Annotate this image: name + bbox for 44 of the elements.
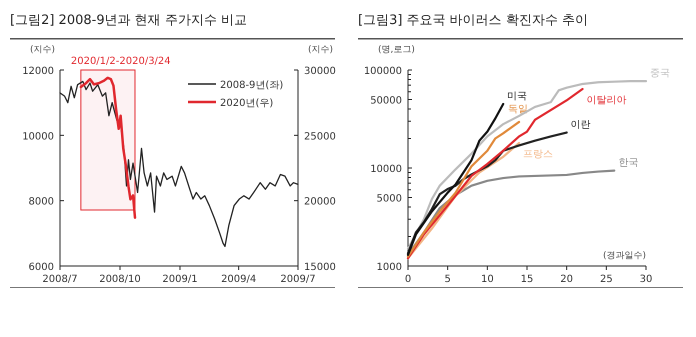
chart-title: [그림2] 2008-9년과 현재 주가지수 비교	[10, 13, 247, 28]
x-tick-label: 5	[444, 274, 451, 285]
y2-tick-label: 15000	[304, 262, 336, 273]
x-tick-label: 30	[640, 274, 652, 285]
y-axis-title: (지수)	[30, 45, 56, 55]
x-tick-label: 2009/7	[280, 274, 316, 285]
line-series	[406, 102, 504, 256]
series-label: 중국	[650, 68, 670, 80]
x-tick-label: 15	[520, 274, 534, 285]
y-tick-label: 50000	[370, 96, 402, 106]
x-tick-label: 2009/1	[162, 274, 198, 285]
y-tick-label: 100000	[364, 66, 402, 77]
x-tick-label: 2009/4	[221, 274, 256, 285]
series-label: 이탈리아	[586, 94, 627, 106]
x-tick-label: 20	[560, 274, 574, 285]
x-tick-label: 0	[404, 274, 412, 285]
series-label: 프랑스	[523, 148, 554, 160]
series-label: 한국	[618, 158, 638, 169]
band-label: 2020/1/2-2020/3/24	[70, 56, 171, 67]
y-tick-label: 8000	[28, 196, 54, 208]
x-tick-label: 25	[600, 274, 613, 285]
line-series	[406, 120, 520, 258]
y-tick-label: 10000	[22, 131, 54, 142]
x-tick-label: 2008/7	[42, 274, 78, 285]
y-tick-label: 1000	[376, 262, 402, 273]
y-tick-label: 10000	[370, 164, 402, 175]
y-tick-label: 12000	[22, 66, 54, 77]
y-tick-label: 5000	[376, 194, 402, 204]
y2-axis-title: (지수)	[308, 45, 334, 55]
series-label: 미국	[507, 90, 528, 102]
y2-tick-label: 25000	[304, 131, 336, 142]
legend-label: 2020년(우)	[220, 98, 274, 109]
x-tick-label: 2008/10	[99, 274, 141, 285]
y2-tick-label: 20000	[304, 196, 336, 208]
series-label: 이란	[570, 120, 591, 131]
line-series	[406, 80, 648, 250]
y-tick-label: 6000	[28, 262, 54, 273]
line-series	[406, 142, 520, 260]
x-tick-label: 10	[480, 274, 494, 285]
legend-label: 2008-9년(좌)	[220, 80, 284, 91]
y-axis-title: (명,로그)	[378, 45, 415, 55]
chart-title: [그림3] 주요국 바이러스 확진자수 추이	[358, 13, 588, 28]
x-axis-title: (경과일수)	[602, 251, 646, 261]
y2-tick-label: 30000	[304, 66, 336, 77]
